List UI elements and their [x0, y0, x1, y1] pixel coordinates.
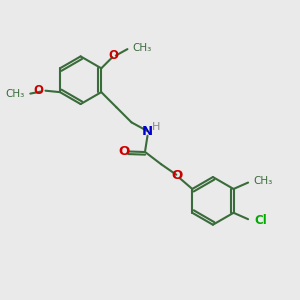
Text: CH₃: CH₃ — [253, 176, 273, 186]
Text: CH₃: CH₃ — [6, 88, 25, 99]
Text: O: O — [118, 145, 130, 158]
Text: O: O — [33, 84, 43, 97]
Text: O: O — [171, 169, 182, 182]
Text: O: O — [109, 49, 119, 62]
Text: H: H — [152, 122, 160, 132]
Text: Cl: Cl — [254, 214, 267, 227]
Text: CH₃: CH₃ — [133, 43, 152, 53]
Text: N: N — [142, 124, 153, 138]
